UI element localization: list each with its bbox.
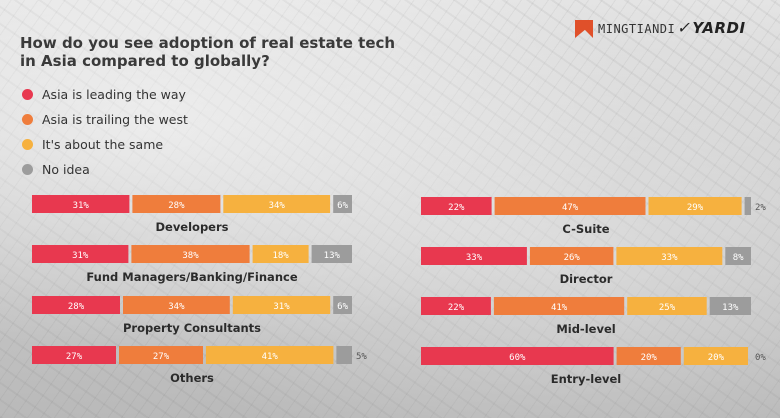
bar-segment [252,245,309,263]
data-label: 26% [564,253,581,263]
data-label: 33% [661,253,678,263]
bar-segment [744,197,751,215]
legend-label: It's about the same [42,137,164,152]
data-label: 28% [168,201,185,211]
page-title: How do you see adoption of real estate t… [20,34,396,70]
bar-segment [32,195,130,213]
legend-item-leading: Asia is leading the way [22,82,188,107]
data-label: 31% [72,251,89,261]
data-label: 31% [273,302,290,312]
bar-segment [493,297,625,315]
legend-dot-icon [22,114,33,125]
category-label: Others [170,371,214,385]
legend-dot-icon [22,164,33,175]
bar-segment [123,296,230,314]
legend-label: Asia is trailing the west [42,112,188,127]
bar-segment [32,245,129,263]
bar-segment [529,247,614,265]
category-label: Mid-level [556,322,615,336]
chart-panel-2: 22% 47% 29% 2% C-Suite 33% 26% 33% 8% Director 22%… [421,197,766,386]
data-label: 2% [755,203,766,213]
category-label: C-Suite [562,222,609,236]
data-label: 20% [641,353,658,363]
legend-item-trailing: Asia is trailing the west [22,107,188,132]
data-label: 13% [722,303,739,313]
data-label: 34% [168,302,185,312]
data-label: 22% [448,303,465,313]
legend-item-same: It's about the same [22,132,188,157]
category-label: Entry-level [551,372,621,386]
bar-segment [119,346,203,364]
data-label: 27% [66,352,83,362]
data-label: 6% [337,201,348,211]
bar-segment [494,197,646,215]
data-label: 60% [509,353,526,363]
data-label: 0% [755,353,766,363]
mingtiandi-logo: MINGTIANDI [575,20,675,38]
bar-segment [725,247,751,265]
legend-item-no-idea: No idea [22,157,188,182]
bar-segment [709,297,751,315]
data-label: 20% [708,353,725,363]
bar-segment [421,247,527,265]
data-label: 27% [153,352,170,362]
category-label: Fund Managers/Banking/Finance [86,270,297,284]
mingtiandi-logo-text: MINGTIANDI [598,22,676,36]
data-label: 38% [182,251,199,261]
chart-panel-1: 31% 28% 34% 6% Developers 31% 38% 18% 13% Fund Ma… [32,195,367,385]
bar-segment [205,346,334,364]
bar-segment [616,247,723,265]
category-label: Property Consultants [123,321,261,335]
data-label: 33% [466,253,483,263]
legend: Asia is leading the way Asia is trailing… [22,82,188,182]
data-label: 8% [733,253,744,263]
category-label: Developers [155,220,228,234]
data-label: 41% [262,352,279,362]
bar-segment [32,346,116,364]
bar-segment [232,296,331,314]
bar-segment [333,195,352,213]
bar-segment [648,197,742,215]
data-label: 22% [448,203,465,213]
data-label: 31% [73,201,90,211]
data-label: 41% [551,303,568,313]
bar-segment [223,195,331,213]
bar-segment [336,346,352,364]
data-label: 29% [687,203,704,213]
bar-segment [311,245,352,263]
bar-segment [131,245,250,263]
mingtiandi-mark-icon [575,20,593,38]
bar-segment [333,296,352,314]
yardi-logo: ✓ YARDI [676,18,746,37]
legend-dot-icon [22,89,33,100]
data-label: 18% [272,251,289,261]
bar-segment [616,347,681,365]
data-label: 6% [337,302,348,312]
bar-segment [132,195,221,213]
data-label: 25% [659,303,676,313]
data-label: 47% [562,203,579,213]
legend-dot-icon [22,139,33,150]
legend-label: Asia is leading the way [42,87,186,102]
yardi-logo-text: YARDI [692,18,746,37]
bar-segment [32,296,120,314]
bar-segment [421,197,492,215]
data-label: 13% [324,251,341,261]
data-label: 28% [68,302,85,312]
bar-segment [683,347,748,365]
data-label: 5% [356,352,367,362]
legend-label: No idea [42,162,90,177]
bar-segment [627,297,707,315]
bar-segment [421,347,614,365]
bar-segment [421,297,491,315]
data-label: 34% [269,201,286,211]
category-label: Director [560,272,613,286]
